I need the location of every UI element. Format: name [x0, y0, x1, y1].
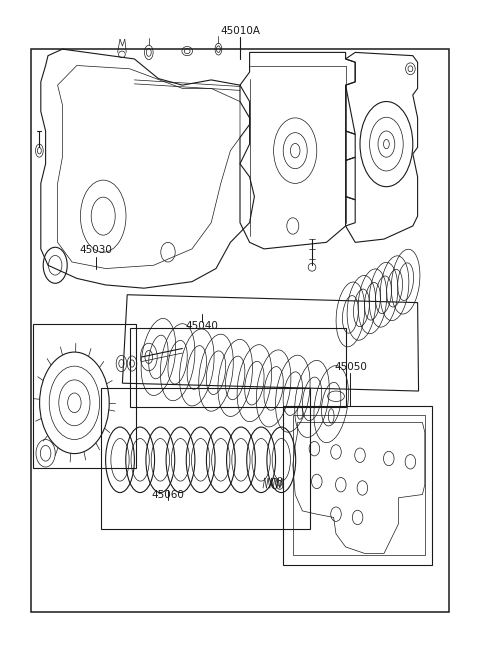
Text: 45050: 45050	[334, 362, 367, 372]
Text: 45040: 45040	[185, 321, 218, 331]
Text: 45030: 45030	[80, 245, 112, 255]
Bar	[101, 388, 310, 529]
Bar	[31, 49, 449, 612]
Bar	[283, 406, 432, 565]
Text: 45010A: 45010A	[220, 26, 260, 37]
Bar	[293, 415, 425, 555]
Text: 45060: 45060	[152, 489, 184, 500]
Bar	[33, 324, 136, 468]
